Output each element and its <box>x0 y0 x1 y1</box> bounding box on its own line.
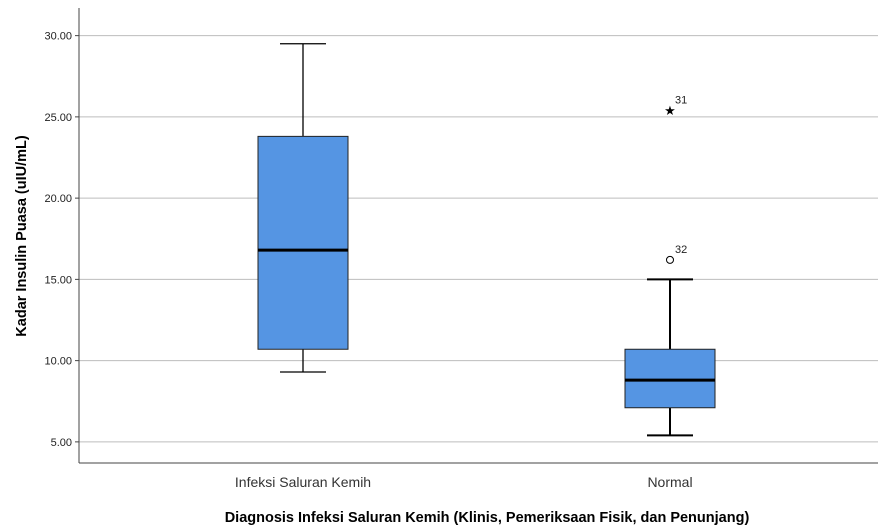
x-category-label: Infeksi Saluran Kemih <box>235 474 371 490</box>
boxes: ★31 32 <box>257 43 716 437</box>
outlier-circle <box>666 255 674 264</box>
y-tick-label: 30.00 <box>44 31 72 43</box>
outlier-label: 32 <box>675 244 687 256</box>
outlier-label: 31 <box>675 94 687 106</box>
y-tick-label: 15.00 <box>44 274 72 286</box>
gridlines <box>79 35 878 443</box>
x-category-label: Normal <box>647 474 692 490</box>
y-axis-title: Kadar Insulin Puasa (uIU/mL) <box>14 135 30 337</box>
y-tick-label: 10.00 <box>44 356 72 368</box>
outlier-star: ★ <box>664 104 676 119</box>
y-tick-label: 25.00 <box>44 112 72 124</box>
iqr-box <box>257 135 349 350</box>
y-tick-label: 20.00 <box>44 193 72 205</box>
x-axis-title: Diagnosis Infeksi Saluran Kemih (Klinis,… <box>225 510 750 526</box>
y-tick-label: 5.00 <box>51 437 72 449</box>
iqr-box <box>624 348 716 409</box>
axes: 5.00 10.00 15.00 20.00 25.00 30.00 Infeksi Sal… <box>44 8 878 490</box>
